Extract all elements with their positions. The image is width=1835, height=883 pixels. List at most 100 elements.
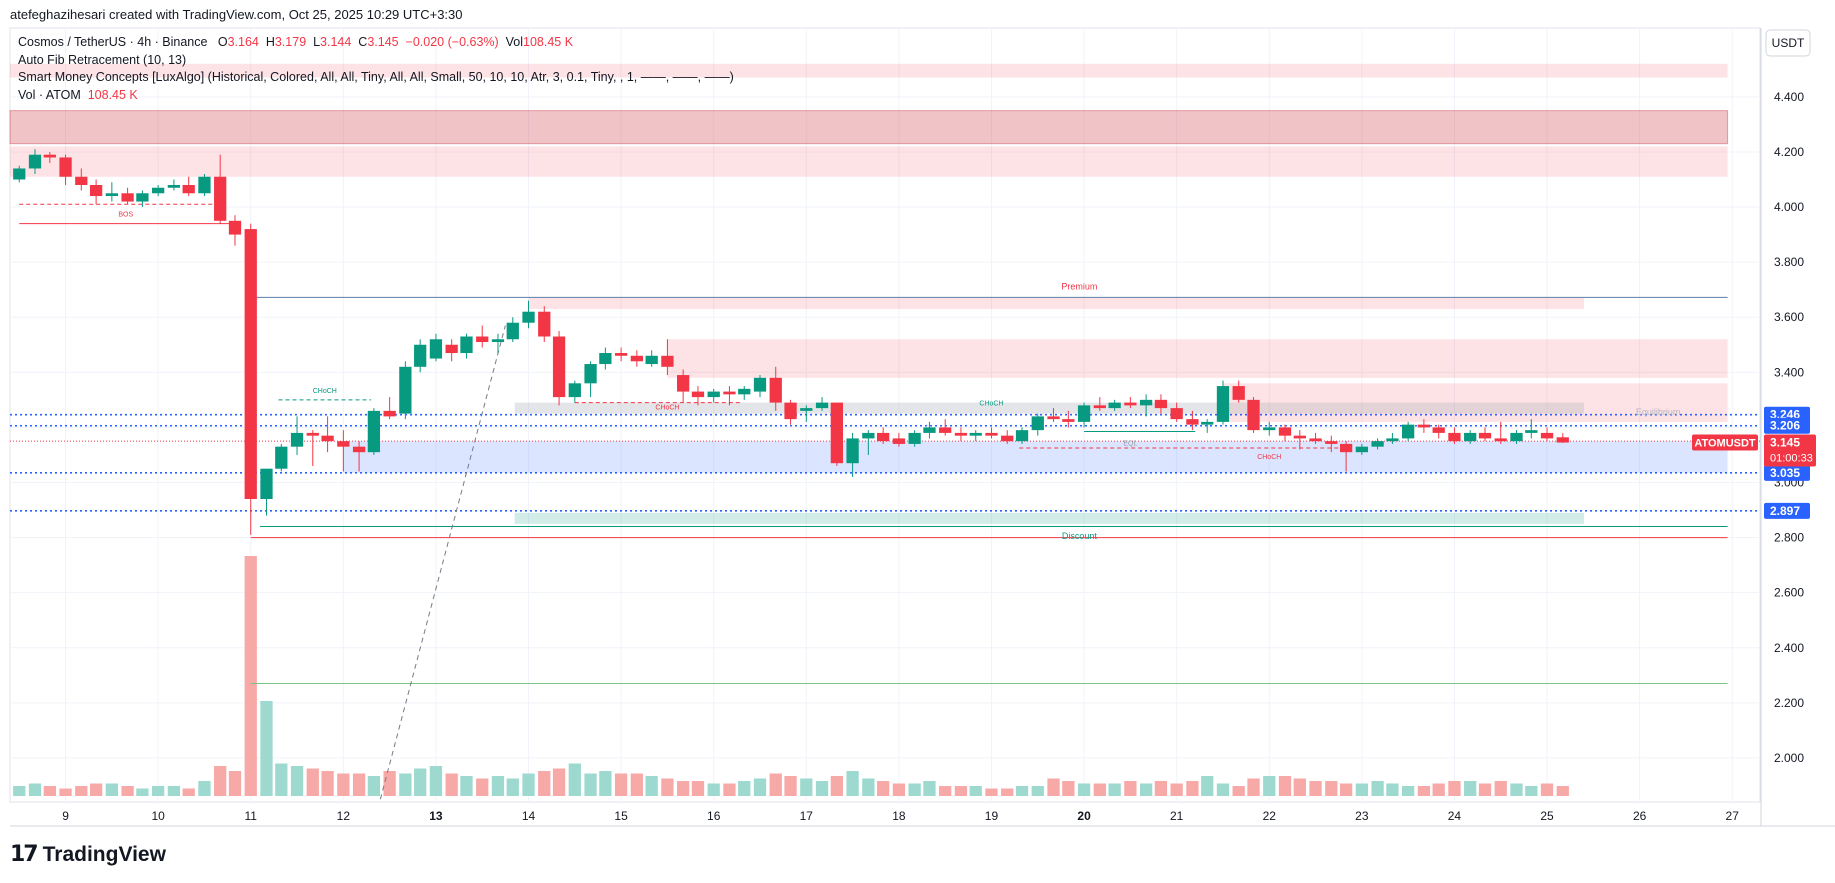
- zone-demand-blue: [343, 441, 1728, 473]
- zone-supply: [10, 146, 1728, 177]
- price-badge-value: 2.897: [1770, 504, 1800, 518]
- volume-bar: [1170, 783, 1183, 796]
- volume-bar: [1371, 781, 1384, 796]
- candle: [1448, 427, 1461, 444]
- volume-bar: [275, 763, 288, 796]
- candle-body: [460, 336, 473, 354]
- volume-bar: [1386, 783, 1399, 796]
- candle-body: [584, 364, 597, 384]
- candle: [1309, 432, 1322, 444]
- candle-body: [707, 391, 720, 398]
- chart-annotation: Discount: [1062, 531, 1098, 541]
- candle-body: [182, 185, 195, 194]
- candle: [1093, 397, 1106, 411]
- time-tick-label: 17: [800, 809, 814, 823]
- candle-body: [1494, 438, 1507, 442]
- candle-body: [399, 366, 412, 414]
- candle: [1047, 408, 1060, 422]
- candle-body: [661, 355, 674, 367]
- time-tick-label: 27: [1726, 809, 1740, 823]
- chart-annotation: CHoCH: [1257, 454, 1281, 461]
- candle: [568, 380, 581, 403]
- candle: [939, 419, 952, 436]
- indicator-volume[interactable]: Vol · ATOM 108.45 K: [18, 87, 734, 105]
- zone-supply: [10, 63, 1728, 78]
- candle: [1247, 397, 1260, 433]
- volume-bar: [214, 766, 227, 796]
- candle: [800, 405, 813, 422]
- candle-body: [306, 432, 319, 436]
- price-badge: 3.206: [1764, 417, 1810, 434]
- candle: [969, 430, 982, 442]
- candle-body: [105, 193, 118, 197]
- symbol-tag-text: ATOMUSDT: [1694, 438, 1756, 450]
- volume-bar: [414, 768, 427, 796]
- candle: [1417, 419, 1431, 433]
- time-tick-label: 22: [1263, 809, 1277, 823]
- price-axis: 2.0002.2002.4002.6002.8003.0003.2003.400…: [1692, 29, 1816, 765]
- volume-bar: [1201, 776, 1214, 796]
- candle-body: [337, 441, 350, 447]
- tradingview-logo[interactable]: 17 TradingView: [10, 842, 166, 867]
- volume-bar: [599, 771, 612, 796]
- candle: [830, 402, 843, 466]
- price-badge: 3.035: [1764, 464, 1810, 481]
- candle: [1525, 419, 1538, 439]
- volume-bar: [1216, 783, 1230, 796]
- candle-body: [121, 193, 134, 202]
- legend-symbol-row[interactable]: Cosmos / TetherUS · 4h · Binance O3.164 …: [18, 34, 734, 52]
- volume-bar: [1031, 786, 1044, 796]
- volume-bar: [954, 786, 968, 796]
- candle-body: [862, 432, 875, 439]
- volume-bar: [429, 766, 443, 796]
- volume-bar: [337, 773, 350, 796]
- candle: [1278, 424, 1292, 442]
- price-tick-label: 3.400: [1774, 365, 1804, 379]
- candle: [707, 388, 720, 403]
- candle: [1386, 432, 1399, 444]
- chart-credit: atefeghazihesari created with TradingVie…: [10, 7, 463, 22]
- candle-body: [214, 176, 227, 221]
- volume-bar: [939, 786, 952, 796]
- volume-bar: [352, 773, 366, 796]
- volume-bar: [506, 778, 519, 796]
- candle: [399, 361, 412, 420]
- candle-body: [1047, 416, 1060, 420]
- candle-countdown: 01:00:33: [1770, 453, 1813, 465]
- candle-body: [1525, 430, 1538, 433]
- last-price-bg: [1764, 434, 1816, 467]
- candle-body: [738, 388, 751, 395]
- candle: [136, 190, 149, 208]
- candle: [645, 350, 658, 367]
- candle-body: [1371, 441, 1384, 447]
- volume-bar: [738, 781, 751, 796]
- candle-body: [1510, 432, 1523, 442]
- candle: [182, 176, 195, 197]
- candle-body: [830, 402, 843, 464]
- price-tick-label: 2.400: [1774, 641, 1804, 655]
- volume-bar: [723, 783, 736, 796]
- candle-body: [815, 402, 829, 409]
- volume-bar: [1232, 786, 1245, 796]
- volume-bar: [399, 773, 412, 796]
- candle: [630, 350, 643, 367]
- time-tick-label: 14: [522, 809, 536, 823]
- candle: [1432, 424, 1445, 439]
- volume-bar: [1108, 783, 1121, 796]
- candle-body: [1124, 402, 1137, 406]
- candle: [691, 386, 705, 406]
- indicator-smc[interactable]: Smart Money Concepts [LuxAlgo] (Historic…: [18, 70, 734, 84]
- candle-body: [1170, 408, 1183, 420]
- candle-body: [1478, 432, 1492, 439]
- volume-bar: [152, 786, 165, 796]
- vol-label: Vol: [505, 35, 524, 49]
- time-tick-label: 20: [1077, 809, 1091, 823]
- candle: [290, 416, 304, 455]
- candle-body: [1186, 419, 1199, 425]
- indicator-fib[interactable]: Auto Fib Retracement (10, 13): [18, 52, 187, 67]
- close-value: 3.145: [367, 35, 399, 49]
- candle: [846, 432, 859, 477]
- time-tick-label: 10: [151, 809, 165, 823]
- candle-body: [59, 157, 72, 177]
